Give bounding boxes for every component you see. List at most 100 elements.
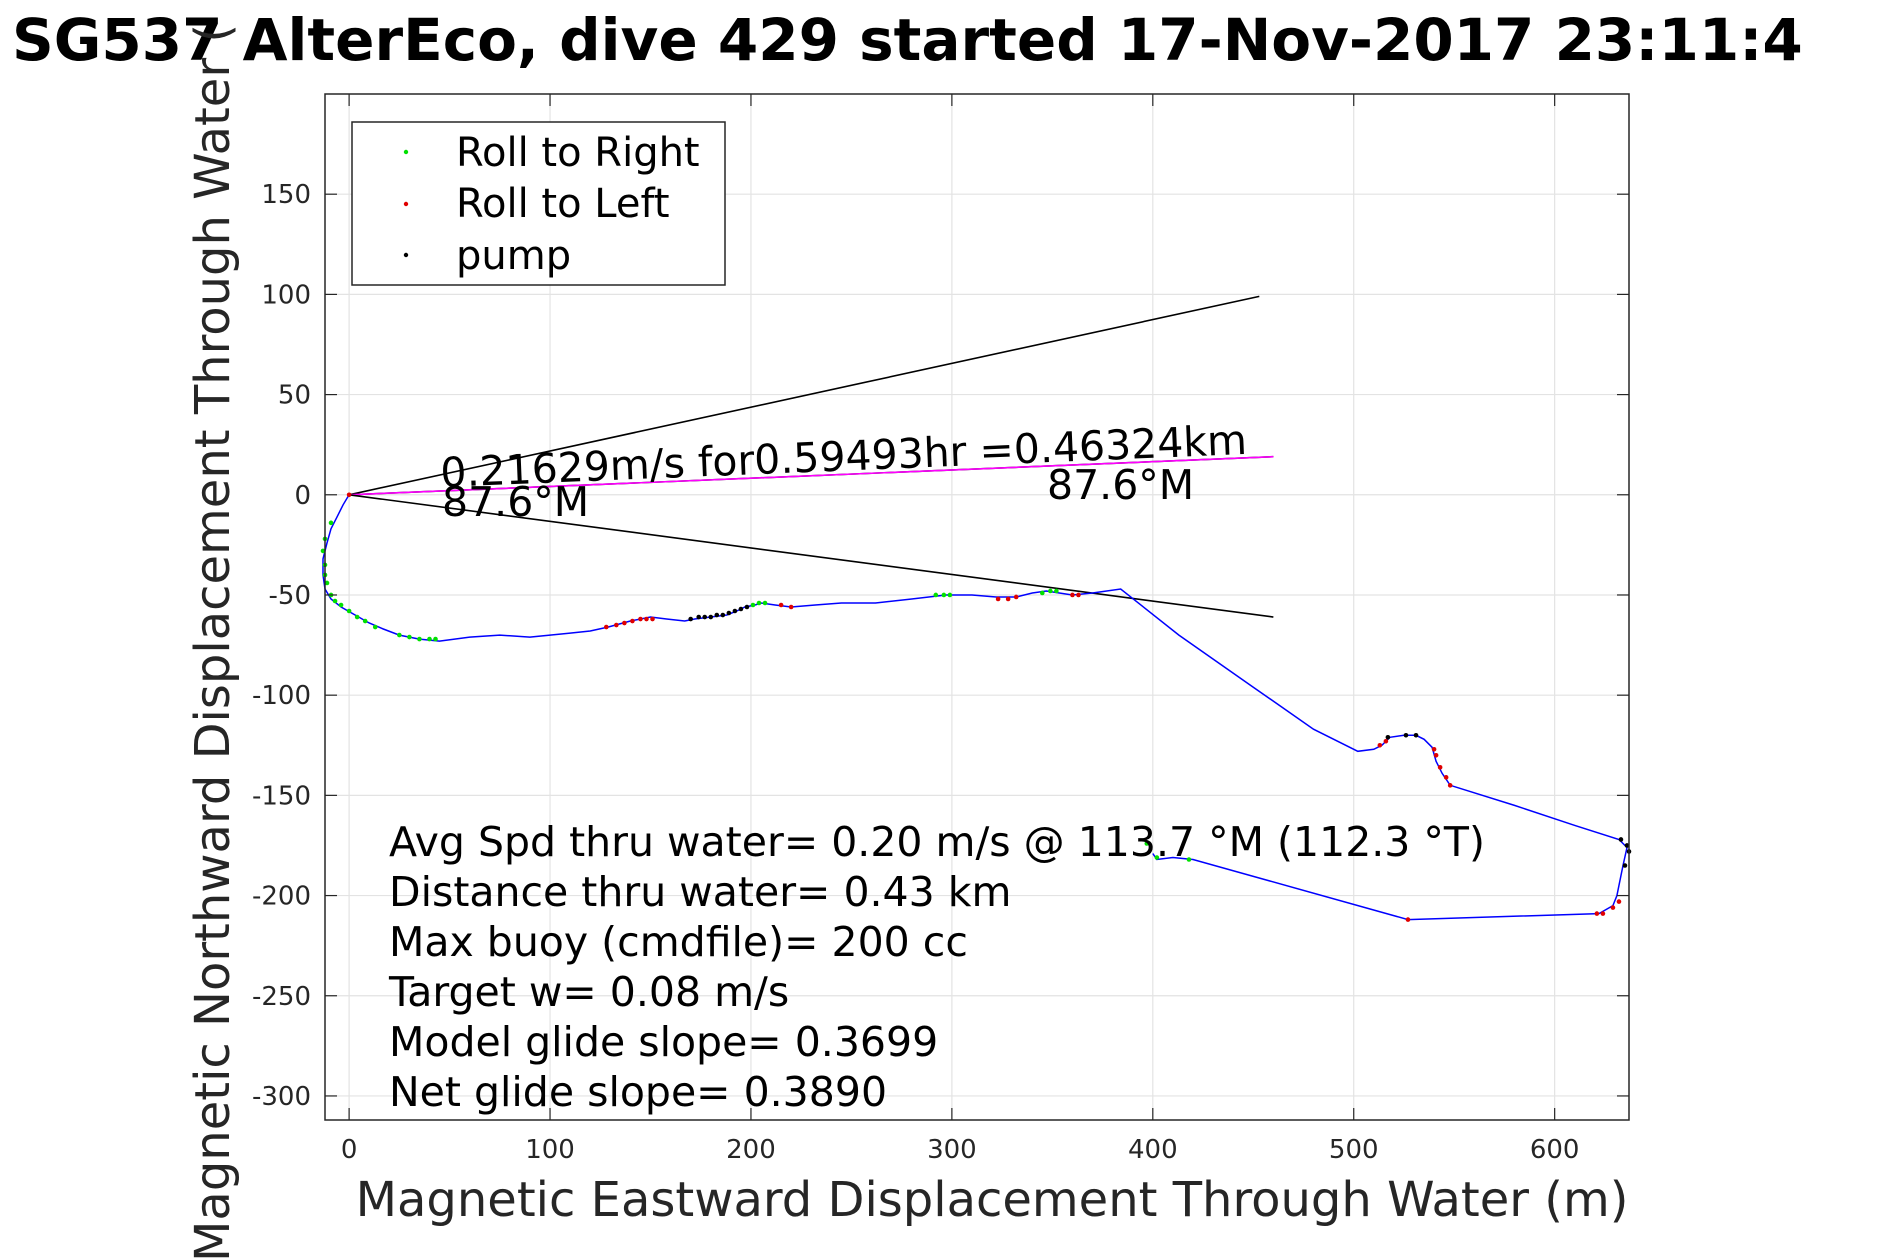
reference-line [349,455,1274,496]
legend-label-roll-left: Roll to Left [456,181,670,227]
marker-roll-left [638,616,643,622]
y-axis-label: Magnetic Northward Displacement Through … [185,24,241,1260]
marker-roll-right [941,592,947,598]
marker-roll-left [1447,783,1453,788]
stat-net-glide-slope: Net glide slope= 0.3890 [389,1068,887,1116]
marker-roll-left [1594,911,1600,916]
y-tick-label: -50 [269,581,311,611]
marker-roll-left [788,604,794,610]
heading-annotation-left: 87.6°M [442,478,589,526]
marker-roll-right [1144,841,1150,846]
y-tick-label: 0 [294,481,311,511]
marker-roll-left [603,624,609,630]
marker-pump [744,604,750,610]
marker-roll-left [650,616,655,622]
marker-pump [688,616,693,622]
marker-roll-left [1610,905,1616,910]
marker-roll-left [622,620,627,626]
x-tick-label: 500 [1329,1135,1379,1165]
marker-roll-left [778,602,784,608]
marker-roll-right [372,624,378,630]
reference-line [348,295,1260,496]
marker-roll-right [324,580,330,586]
marker-roll-right [947,592,953,598]
y-tick-label: 50 [278,381,311,411]
reference-lines [348,295,1274,618]
marker-pump [708,614,714,620]
marker-roll-left [1070,592,1075,598]
marker-pump [1618,837,1624,842]
marker-roll-left [1433,752,1439,758]
marker-roll-right [1048,588,1053,594]
marker-roll-right [762,600,768,606]
marker-pump [1413,732,1419,738]
x-tick-label: 300 [927,1135,977,1165]
legend-label-pump: pump [456,233,571,279]
marker-roll-right [1054,588,1059,594]
markers [320,492,1632,922]
marker-pump [720,612,726,618]
marker-pump [732,608,738,614]
marker-pump [726,610,732,616]
marker-pump [702,614,708,620]
y-tick-label: -150 [252,781,311,811]
marker-roll-right [433,636,438,642]
marker-roll-right [1154,855,1160,860]
marker-pump [738,606,744,612]
track [322,494,1628,921]
marker-roll-right [750,602,756,608]
marker-roll-left [1076,592,1081,598]
y-tick-label: -250 [252,982,311,1012]
marker-roll-left [1600,911,1606,916]
legend-marker-roll-left [403,201,409,207]
stat-max-buoy: Max buoy (cmdfile)= 200 cc [389,918,968,966]
marker-roll-left [1443,775,1449,780]
marker-pump [1385,734,1391,740]
marker-roll-right [338,602,344,608]
marker-roll-left [995,596,1001,602]
x-axis-label: Magnetic Eastward Displacement Through W… [356,1172,1629,1228]
y-tick-label: -300 [252,1082,311,1112]
legend: Roll to Right Roll to Left pump [351,121,726,286]
heading-annotation-right: 87.6°M [1047,461,1194,509]
x-tick-label: 0 [341,1135,358,1165]
x-tick-label: 200 [726,1135,776,1165]
marker-roll-left [614,622,619,628]
marker-roll-left [1437,765,1443,770]
x-tick-label: 100 [525,1135,575,1165]
marker-roll-right [1040,590,1045,596]
marker-roll-right [320,548,326,554]
marker-roll-right [933,592,939,598]
stat-avg-speed: Avg Spd thru water= 0.20 m/s @ 113.7 °M … [389,818,1485,866]
legend-marker-pump [403,252,409,258]
grid [325,94,1629,1120]
track-line [322,494,1628,921]
marker-roll-right [397,632,402,638]
legend-marker-roll-right [403,149,409,155]
y-tick-label: 100 [261,280,311,310]
marker-roll-left [1383,738,1389,744]
stat-model-glide-slope: Model glide slope= 0.3699 [389,1018,938,1066]
marker-roll-left [1405,917,1411,922]
marker-roll-left [630,618,635,624]
marker-pump [1624,843,1630,848]
marker-roll-left [1013,594,1019,600]
y-tick-label: -200 [252,882,311,912]
legend-label-roll-right: Roll to Right [456,130,700,176]
y-tick-label: 150 [261,180,311,210]
marker-roll-right [1186,857,1192,862]
stat-target-w: Target w= 0.08 m/s [388,968,789,1016]
x-tick-label: 400 [1128,1135,1178,1165]
marker-pump [1622,863,1628,868]
marker-roll-left [346,492,352,498]
marker-roll-right [407,634,412,640]
legend-box [351,121,726,286]
marker-roll-right [417,636,422,642]
chart-title: SG537 AlterEco, dive 429 started 17-Nov-… [12,6,1803,74]
marker-roll-left [1431,746,1437,752]
y-tick-label: -100 [252,681,311,711]
marker-roll-right [756,600,762,606]
marker-roll-left [1005,596,1011,602]
marker-roll-right [427,636,432,642]
